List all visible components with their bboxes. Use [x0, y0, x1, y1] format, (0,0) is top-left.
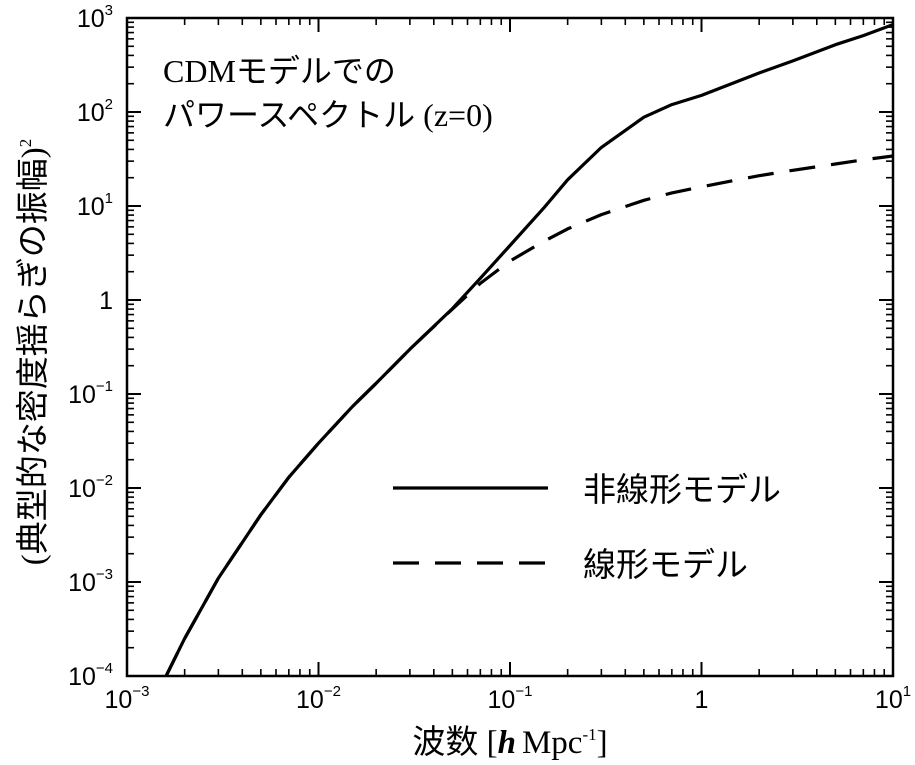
- y-axis-title: (典型的な密度揺らぎの振幅)2: [15, 139, 52, 565]
- x-axis-title-unit: Mpc: [522, 725, 583, 761]
- legend: 非線形モデル 線形モデル: [393, 472, 781, 584]
- ticks-layer: 10−3 10−2 10−1 1 10110−410−310−210−111011021…: [68, 2, 911, 714]
- x-axis-title-italic: h: [498, 725, 516, 761]
- y-tick-label: 1: [99, 287, 113, 315]
- annotation-line-2: パワースペクトル (z=0): [163, 97, 493, 133]
- x-tick-label: 10−2: [296, 683, 341, 714]
- y-tick-label: 101: [77, 190, 113, 221]
- x-tick-label: 10−3: [105, 683, 150, 714]
- y-tick-label: 10−2: [68, 472, 113, 503]
- y-tick-label: 10−4: [68, 660, 113, 691]
- y-tick-label: 103: [77, 2, 113, 33]
- x-tick-label: 101: [875, 683, 911, 714]
- legend-label-nonlinear: 非線形モデル: [583, 472, 781, 509]
- series-line-linear: [164, 154, 893, 676]
- annotation-line-1: CDMモデルでの: [163, 53, 396, 89]
- y-tick-label: 10−1: [68, 378, 113, 409]
- x-axis-title: 波数 [h Mpc-1]: [412, 724, 607, 761]
- y-tick-label: 10−3: [68, 566, 113, 597]
- x-axis-title-prefix: 波数 [: [412, 724, 497, 761]
- x-axis-title-exp: -1: [582, 725, 596, 744]
- legend-label-linear: 線形モデル: [583, 547, 748, 584]
- x-axis-title-suffix: ]: [597, 725, 608, 761]
- y-tick-label: 102: [77, 96, 113, 127]
- y-axis-title-exp: 2: [16, 139, 35, 148]
- series-layer: [164, 23, 893, 676]
- x-tick-label: 1: [695, 686, 709, 714]
- y-axis-title-text: (典型的な密度揺らぎの振幅): [15, 147, 52, 565]
- x-tick-label: 10−1: [488, 683, 533, 714]
